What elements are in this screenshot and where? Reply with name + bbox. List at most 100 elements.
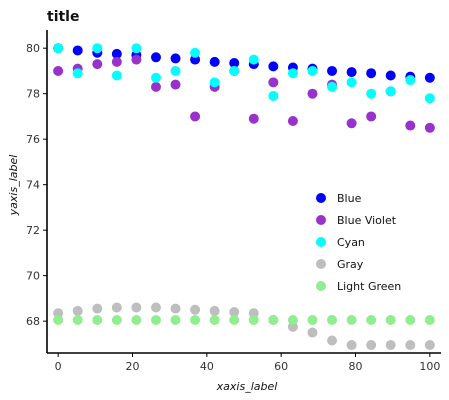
point-gray [112,303,122,313]
point-gray [405,340,415,350]
point-cyan [386,86,396,96]
point-blue-violet [268,77,278,87]
point-gray [92,304,102,314]
point-light-green [171,315,181,325]
point-blue-violet [366,111,376,121]
point-gray [327,335,337,345]
y-tick-label: 80 [26,42,40,55]
point-cyan [288,68,298,78]
point-light-green [229,315,239,325]
legend-label-cyan: Cyan [337,236,365,249]
point-gray [425,340,435,350]
point-gray [210,306,220,316]
point-cyan [307,66,317,76]
point-light-green [347,315,357,325]
point-cyan [327,82,337,92]
point-cyan [347,77,357,87]
y-tick-label: 68 [26,315,40,328]
point-cyan [151,73,161,83]
point-blue [171,53,181,63]
x-tick-label: 80 [349,360,363,373]
legend-marker-cyan [316,237,326,247]
series-blue-violet [53,55,435,133]
point-light-green [112,315,122,325]
legend-label-blue: Blue [337,192,362,205]
point-blue [268,61,278,71]
point-gray [131,303,141,313]
point-light-green [405,315,415,325]
point-cyan [171,66,181,76]
point-blue-violet [92,59,102,69]
x-tick-label: 0 [55,360,62,373]
chart-title: title [47,9,79,25]
y-tick-label: 70 [26,270,40,283]
y-tick-label: 72 [26,224,40,237]
point-light-green [92,315,102,325]
point-blue [151,52,161,62]
point-blue-violet [249,114,259,124]
point-blue [210,57,220,67]
point-blue [73,45,83,55]
point-gray [386,340,396,350]
legend-marker-gray [316,259,326,269]
point-light-green [307,315,317,325]
point-blue-violet [112,57,122,67]
point-gray [151,303,161,313]
legend-label-gray: Gray [337,258,364,271]
point-gray [347,340,357,350]
legend-marker-blue [316,193,326,203]
legend-label-blue-violet: Blue Violet [337,214,397,227]
point-blue-violet [347,118,357,128]
point-blue [386,70,396,80]
point-cyan [229,66,239,76]
point-gray [73,306,83,316]
legend: Blue Blue Violet Cyan Gray Light Green [316,192,401,293]
point-light-green [249,315,259,325]
series-gray [53,303,435,351]
x-axis-title: xaxis_label [216,380,278,393]
point-cyan [268,91,278,101]
point-light-green [386,315,396,325]
data-points [53,43,435,350]
series-light-green [53,315,435,325]
point-gray [190,305,200,315]
point-gray [171,304,181,314]
point-cyan [92,43,102,53]
y-tick-label: 78 [26,88,40,101]
point-blue [327,66,337,76]
y-tick-label: 74 [26,179,40,192]
point-blue-violet [131,55,141,65]
point-blue-violet [405,121,415,131]
point-cyan [131,43,141,53]
point-light-green [268,315,278,325]
point-cyan [190,48,200,58]
x-tick-label: 20 [125,360,139,373]
point-light-green [131,315,141,325]
point-cyan [112,70,122,80]
y-axis-title: yaxis_label [7,155,20,217]
point-cyan [405,75,415,85]
series-cyan [53,43,435,103]
point-light-green [425,315,435,325]
legend-marker-light-green [316,281,326,291]
point-blue-violet [190,111,200,121]
point-blue-violet [425,123,435,133]
point-blue-violet [307,89,317,99]
x-tick-label: 60 [274,360,288,373]
point-blue-violet [151,82,161,92]
point-blue [425,73,435,83]
point-cyan [210,77,220,87]
point-light-green [327,315,337,325]
legend-marker-blue-violet [316,215,326,225]
point-light-green [288,315,298,325]
point-light-green [151,315,161,325]
point-light-green [53,315,63,325]
point-cyan [73,68,83,78]
point-gray [307,328,317,338]
point-light-green [210,315,220,325]
x-tick-label: 40 [200,360,214,373]
point-light-green [190,315,200,325]
point-light-green [366,315,376,325]
point-blue [366,68,376,78]
